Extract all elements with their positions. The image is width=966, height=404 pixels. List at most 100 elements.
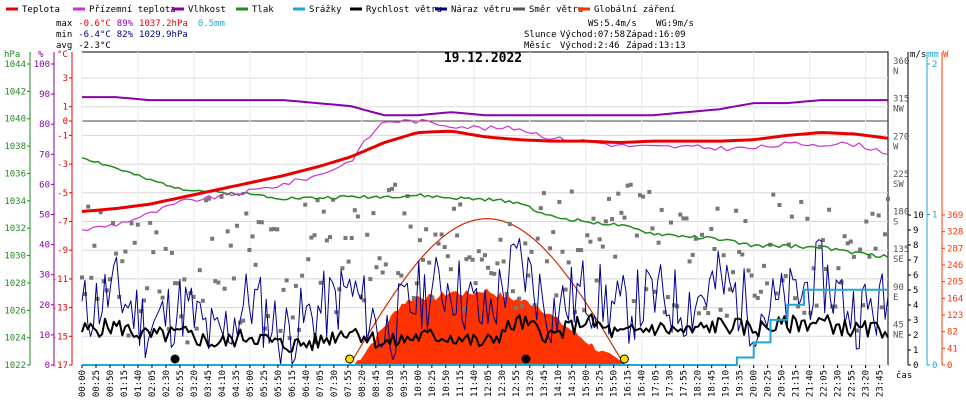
wind-dir-point xyxy=(514,305,518,310)
wind-dir-point xyxy=(151,250,156,255)
wind-dir-point xyxy=(510,289,515,294)
wind-dir-point xyxy=(371,211,376,216)
wind-dir-point xyxy=(762,263,766,268)
wind-dir-point xyxy=(576,248,580,253)
wind-dir-point xyxy=(814,303,819,308)
wind-dir-point xyxy=(520,304,525,309)
wind-dir-point xyxy=(501,259,506,264)
wind-dir-point xyxy=(163,246,168,251)
wind-dir-point xyxy=(743,219,748,224)
wind-dir-point xyxy=(281,287,286,292)
x-tick-label: 11:40 xyxy=(470,370,480,397)
wind-dir-point xyxy=(758,289,763,294)
radiation-axis-tick-label: 0 xyxy=(947,361,952,371)
wind-dir-point xyxy=(684,216,689,221)
wind-dir-point xyxy=(662,310,667,315)
wind-dir-point xyxy=(411,296,416,301)
wind-dir-point xyxy=(789,214,794,219)
wind-dir-point xyxy=(672,303,677,308)
wind-dir-point xyxy=(864,219,869,224)
x-tick-label: 09:10 xyxy=(386,370,396,397)
wind-dir-tick-label: S xyxy=(893,218,898,228)
pressure-axis-tick-label: 1044 xyxy=(4,60,26,70)
wind-axis-tick-label: 6 xyxy=(913,271,918,281)
wind-dir-point xyxy=(554,293,559,298)
wind-dir-point xyxy=(836,266,841,271)
wind-dir-point xyxy=(166,327,171,332)
wind-dir-point xyxy=(551,230,556,235)
wind-dir-point xyxy=(746,268,751,273)
wind-dir-point xyxy=(473,281,478,286)
x-tick-label: 10:50 xyxy=(442,370,452,397)
humidity-axis-tick-label: 20 xyxy=(39,301,50,311)
wind-dir-point xyxy=(644,287,649,292)
wind-dir-tick-label: NE xyxy=(893,330,904,340)
wind-dir-point xyxy=(247,247,252,252)
y-axes: 1044104210401038103610341032103010281026… xyxy=(4,52,963,371)
x-tick-label: 18:45 xyxy=(708,370,718,397)
wind-dir-point xyxy=(700,232,704,237)
x-tick-label: 10:25 xyxy=(428,370,438,397)
wind-dir-point xyxy=(390,186,394,191)
wind-dir-point xyxy=(495,261,500,266)
wind-dir-point xyxy=(111,221,115,226)
wind-dir-point xyxy=(194,326,199,331)
wind-dir-point xyxy=(222,286,227,291)
x-tick-label: 03:45 xyxy=(204,370,214,397)
wind-dir-point xyxy=(228,243,233,248)
wind-dir-point xyxy=(185,340,190,345)
wind-dir-point xyxy=(808,310,813,315)
wind-dir-point xyxy=(173,281,177,286)
wind-dir-point xyxy=(414,281,419,286)
temp-axis-tick-label: -13 xyxy=(52,304,68,314)
x-tick-label: 02:55 xyxy=(176,370,186,397)
wind-axis-tick-label: 5 xyxy=(913,286,918,296)
unit-cas: čas xyxy=(896,370,912,381)
wind-dir-point xyxy=(545,259,549,264)
wind-dir-point xyxy=(517,296,522,301)
wind-dir-point xyxy=(266,314,270,319)
wind-dir-tick-label: 360 xyxy=(893,57,909,67)
wind-dir-point xyxy=(107,277,112,282)
legend-label: Náraz větru xyxy=(451,5,511,15)
wind-dir-point xyxy=(300,273,305,278)
stat-min-label: min xyxy=(56,30,72,40)
wind-dir-point xyxy=(870,211,875,216)
x-tick-label: 06:15 xyxy=(288,370,298,397)
wind-dir-point xyxy=(207,196,212,201)
x-tick-label: 20:00 xyxy=(750,370,760,397)
wind-axis-tick-label: 4 xyxy=(913,301,918,311)
wind-dir-point xyxy=(442,245,447,250)
rain-axis-tick-label: 2 xyxy=(932,60,937,70)
wind-dir-point xyxy=(445,254,450,259)
wind-dir-point xyxy=(89,275,94,280)
humidity-axis-tick-label: 100 xyxy=(34,60,50,70)
moonrise-marker xyxy=(170,354,180,364)
wind-dir-point xyxy=(470,257,475,262)
wind-dir-point xyxy=(483,253,487,258)
temp-axis-tick-label: -17 xyxy=(52,361,68,371)
wind-dir-point xyxy=(653,289,658,294)
x-tick-label: 15:25 xyxy=(596,370,606,397)
wind-dir-point xyxy=(641,194,646,199)
wind-dir-point xyxy=(346,259,351,264)
stat-min-temp: -6.4°C xyxy=(78,30,111,40)
x-tick-label: 19:10 xyxy=(722,370,732,397)
stats-block: max -0.6°C 89% 1037.2hPa 0.5mm min -6.4°C 82% 1… xyxy=(56,19,694,51)
wind-dir-point xyxy=(179,314,184,319)
wind-dir-point xyxy=(669,220,673,225)
wind-dir-point xyxy=(309,235,314,240)
x-tick-label: 12:05 xyxy=(484,370,494,397)
radiation-axis-tick-label: 41 xyxy=(947,344,958,354)
stat-moonrise: Východ:2:46 xyxy=(560,41,620,51)
x-tick-label: 22:55 xyxy=(848,370,858,397)
wind-dir-point xyxy=(731,270,735,275)
wind-dir-point xyxy=(752,293,757,298)
wind-dir-point xyxy=(625,183,630,188)
wind-dir-point xyxy=(200,298,205,303)
wind-dir-point xyxy=(619,210,624,215)
wind-dir-point xyxy=(886,196,890,201)
unit-mm: mm xyxy=(928,50,939,60)
wind-dir-point xyxy=(204,198,208,203)
wind-dir-point xyxy=(386,188,391,193)
